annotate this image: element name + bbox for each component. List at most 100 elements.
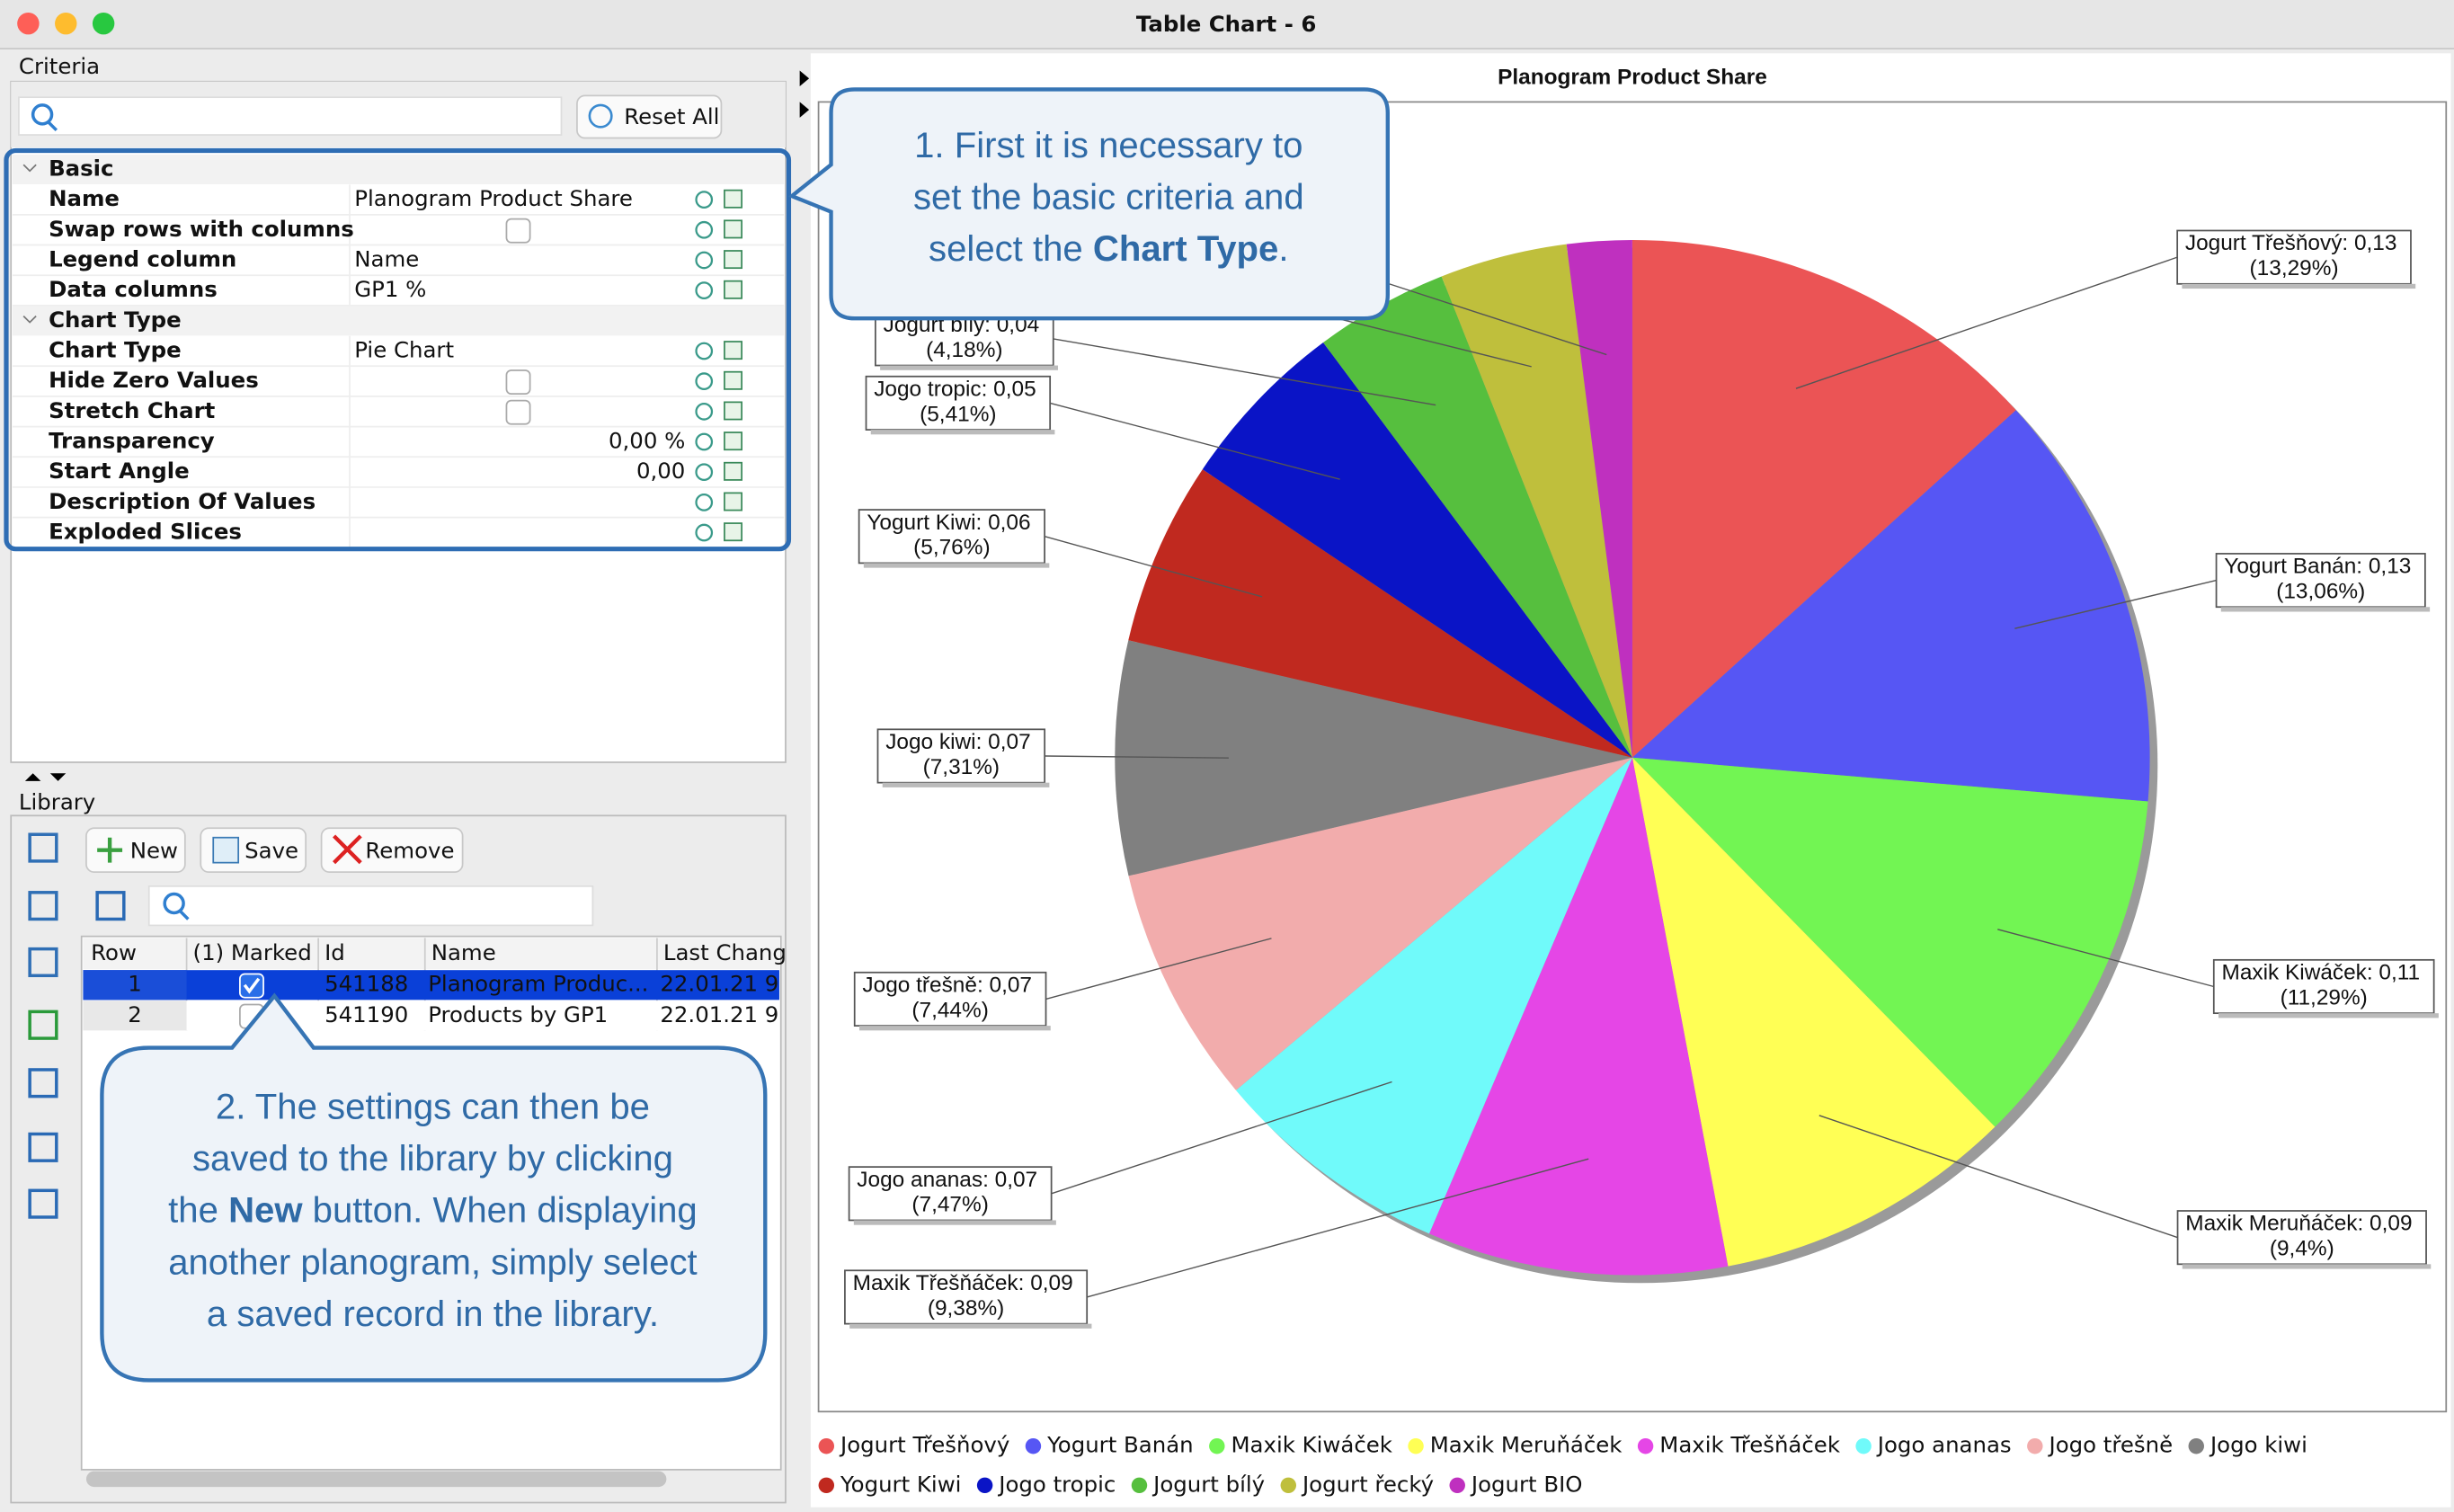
property-name: Description Of Values	[49, 488, 316, 514]
criteria-title: Criteria	[19, 53, 100, 79]
edit-icon[interactable]	[724, 492, 742, 511]
window-title: Table Chart - 6	[1136, 11, 1316, 37]
edit-icon[interactable]	[724, 461, 742, 481]
pie-slice	[1566, 239, 1632, 758]
column-header: (1) Marked	[193, 939, 312, 965]
pie-slice	[1202, 342, 1632, 758]
edit-icon[interactable]	[724, 219, 742, 239]
icon[interactable]	[28, 947, 58, 978]
icon[interactable]	[28, 891, 58, 921]
icon[interactable]	[95, 891, 126, 921]
toolbar-button-label: Remove	[365, 837, 454, 863]
label-line: Jogo tropic: 0,05	[874, 378, 1042, 402]
pie-label: Maxik Kiwáček: 0,11 (11,29%)	[2212, 958, 2439, 1018]
label-line: (7,47%)	[911, 1193, 988, 1217]
row[interactable]	[83, 1001, 779, 1031]
pie-slice	[1323, 276, 1632, 758]
edit-icon[interactable]	[724, 189, 742, 209]
criteria-search[interactable]	[18, 96, 563, 136]
side-icons[interactable]	[28, 832, 126, 1219]
callout-text: the New button. When displaying	[168, 1189, 698, 1230]
zoom-button[interactable]	[92, 12, 115, 35]
icon[interactable]	[28, 1188, 58, 1219]
checkbox[interactable]	[505, 369, 531, 395]
pie-slice	[1632, 757, 2148, 1127]
property-value[interactable]: 0,00	[636, 458, 685, 484]
callout-text: saved to the library by clicking	[192, 1138, 673, 1178]
pie-slice	[1128, 469, 1632, 758]
reset-icon[interactable]	[695, 402, 714, 421]
edit-icon[interactable]	[724, 250, 742, 270]
pie-slice	[1115, 640, 1632, 876]
reset-icon[interactable]	[695, 220, 714, 239]
callout-text: 1. First it is necessary to	[914, 125, 1303, 165]
pie-label: Yogurt Banán: 0,13 (13,06%)	[2215, 553, 2431, 612]
leader-line	[1049, 402, 1340, 480]
checkbox[interactable]	[505, 218, 531, 244]
library-search[interactable]	[147, 885, 594, 927]
reset-icon[interactable]	[695, 372, 714, 391]
property-value[interactable]: Pie Chart	[354, 336, 454, 362]
property-name: Chart Type	[49, 336, 182, 362]
callout-text: select the Chart Type.	[929, 228, 1288, 269]
reset-button[interactable]	[576, 94, 723, 139]
group-toggle[interactable]	[22, 164, 37, 173]
reset-icon	[588, 103, 613, 129]
callout-span: 2. The settings can then be	[216, 1086, 650, 1126]
property-value[interactable]: Planogram Product Share	[354, 185, 633, 211]
reset-icon[interactable]	[695, 191, 714, 209]
icon[interactable]	[28, 832, 58, 863]
legend-swatch	[818, 1437, 835, 1454]
scrollbar[interactable]	[85, 1471, 667, 1488]
minimize-button[interactable]	[55, 12, 77, 35]
edit-icon[interactable]	[724, 522, 742, 542]
pie-label-text: Jogo tropic: 0,05 (5,41%)	[874, 378, 1042, 427]
pie-label-shadow	[849, 1323, 1092, 1329]
edit-icon[interactable]	[724, 370, 742, 390]
column-header: Row	[91, 939, 137, 965]
icon[interactable]	[28, 1068, 58, 1098]
leader-line	[1087, 1158, 1589, 1298]
pie-label-box	[876, 728, 1046, 784]
close-button[interactable]	[17, 12, 40, 35]
reset-icon[interactable]	[695, 342, 714, 360]
property-name: Name	[49, 185, 120, 211]
pie-slice	[1632, 757, 1996, 1267]
property-name: Start Angle	[49, 458, 190, 484]
reset-icon[interactable]	[695, 251, 714, 270]
label-line: (9,4%)	[2270, 1237, 2334, 1261]
property-value[interactable]: Name	[354, 245, 419, 271]
icon[interactable]	[28, 1132, 58, 1162]
legend-swatch	[818, 1477, 835, 1494]
reset-icon[interactable]	[695, 463, 714, 482]
property-value[interactable]: GP1 %	[354, 276, 426, 302]
edit-icon[interactable]	[724, 341, 742, 360]
reset-icon[interactable]	[695, 523, 714, 542]
property-value[interactable]: 0,00 %	[609, 428, 685, 454]
pie-label-shadow	[2218, 1013, 2439, 1018]
pie-slice	[1441, 244, 1632, 758]
edit-icon[interactable]	[724, 280, 742, 299]
icon[interactable]	[28, 1009, 58, 1040]
edit-icon[interactable]	[724, 431, 742, 451]
callout-span: the	[168, 1189, 228, 1230]
leader-line	[1795, 256, 2178, 389]
reset-icon[interactable]	[695, 281, 714, 299]
reset-icon[interactable]	[695, 432, 714, 451]
checkbox[interactable]	[505, 399, 531, 425]
group-toggle[interactable]	[22, 315, 37, 324]
group-row	[12, 306, 785, 336]
leader-line	[1818, 1115, 2178, 1239]
pie-slice	[1235, 757, 1632, 1234]
edit-icon[interactable]	[724, 401, 742, 421]
search-icon	[163, 892, 185, 915]
pie-label-box	[865, 375, 1052, 431]
pie-label-text: Jogurt Třešňový: 0,13 (13,29%)	[2185, 232, 2403, 281]
legend-label: Jogo tropic	[997, 1471, 1116, 1497]
reset-icon[interactable]	[695, 494, 714, 511]
label-line: Jogo kiwi: 0,07	[885, 730, 1036, 754]
row-selected[interactable]	[83, 970, 779, 1001]
new-icon	[97, 837, 123, 863]
legend-swatch	[1449, 1477, 1465, 1494]
search-icon	[31, 103, 54, 126]
